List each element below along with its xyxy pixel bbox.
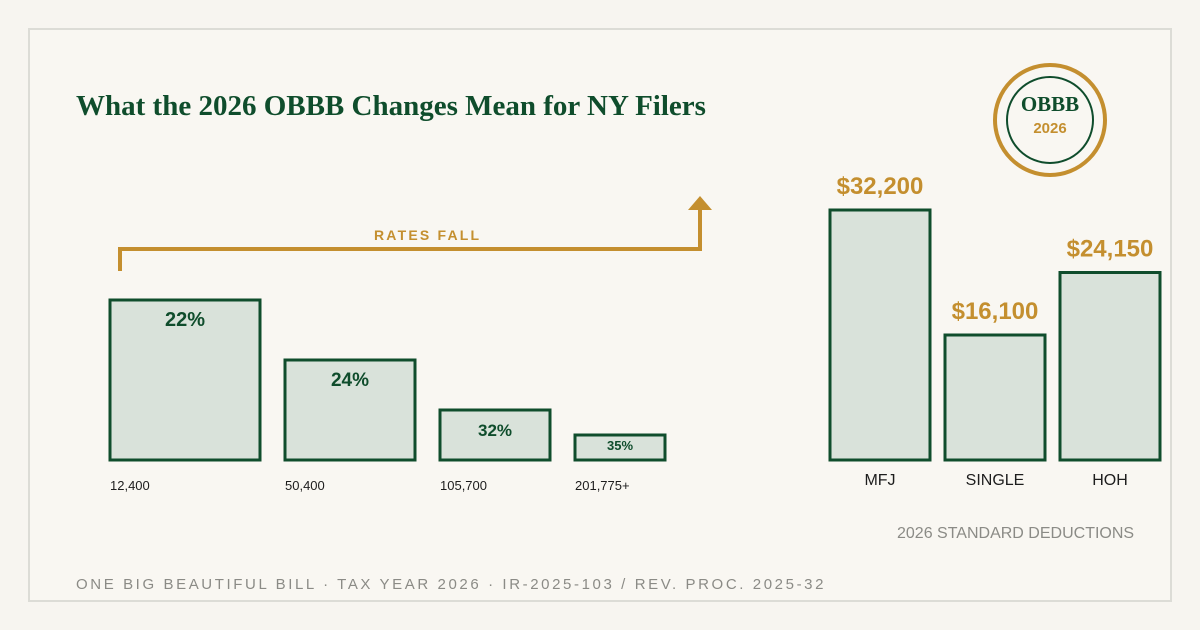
deduction-category-label: SINGLE bbox=[966, 472, 1025, 489]
deduction-category-label: HOH bbox=[1092, 472, 1128, 489]
footer-sources: ONE BIG BEAUTIFUL BILL · TAX YEAR 2026 ·… bbox=[76, 576, 827, 593]
deduction-value-label: $16,100 bbox=[952, 298, 1039, 325]
badge-year: 2026 bbox=[1033, 120, 1067, 137]
bracket-rate-label: 35% bbox=[607, 438, 633, 453]
arrow-up-icon bbox=[688, 196, 712, 210]
bracket-bar bbox=[438, 408, 552, 462]
rates-fall-label: RATES FALL bbox=[374, 227, 482, 243]
bracket-bar bbox=[283, 358, 417, 462]
rates-fall-arrow bbox=[118, 196, 712, 271]
bracket-bar bbox=[573, 433, 667, 462]
badge-inner-ring: OBBB 2026 bbox=[1006, 76, 1094, 164]
deduction-value-label: $32,200 bbox=[837, 173, 924, 200]
deduction-bar bbox=[1058, 271, 1162, 462]
page-title: What the 2026 OBBB Changes Mean for NY F… bbox=[76, 90, 706, 122]
bracket-bar bbox=[108, 298, 262, 462]
deductions-caption: 2026 STANDARD DEDUCTIONS bbox=[897, 525, 1135, 542]
bracket-rate-label: 24% bbox=[331, 370, 369, 391]
deduction-bar bbox=[828, 208, 932, 462]
bracket-threshold-label: 50,400 bbox=[285, 478, 325, 493]
bracket-threshold-label: 105,700 bbox=[440, 478, 487, 493]
bracket-rate-label: 22% bbox=[165, 309, 205, 331]
bracket-threshold-label: 201,775+ bbox=[575, 478, 630, 493]
bracket-rate-label: 32% bbox=[478, 421, 512, 440]
arrow-shaft bbox=[118, 206, 702, 271]
bracket-chart: 22% 12,400 24% 50,400 32% 105,700 35% 201,775+ bbox=[108, 298, 667, 493]
deduction-chart: $32,200 MFJ $16,100 SINGLE $24,150 HOH bbox=[828, 173, 1162, 489]
obbb-badge: OBBB 2026 bbox=[993, 63, 1107, 177]
deduction-bar bbox=[943, 333, 1047, 462]
bracket-threshold-label: 12,400 bbox=[110, 478, 150, 493]
deduction-value-label: $24,150 bbox=[1067, 236, 1154, 263]
deduction-category-label: MFJ bbox=[864, 472, 895, 489]
badge-title: OBBB bbox=[1020, 92, 1080, 116]
